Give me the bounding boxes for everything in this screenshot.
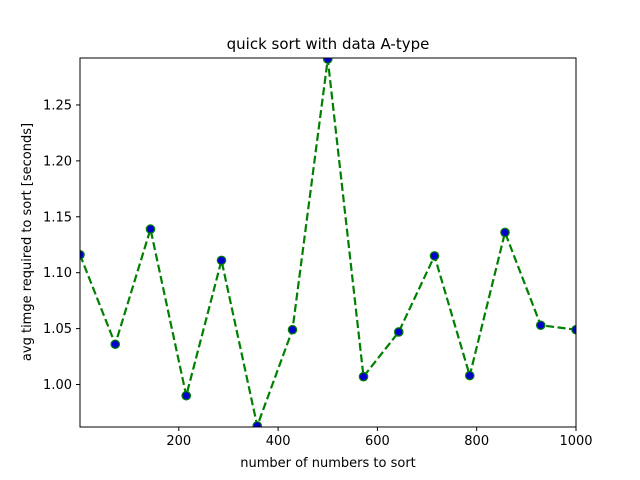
data-point — [464, 370, 475, 381]
y-tick-label: 1.15 — [43, 210, 72, 225]
y-tick-label: 1.20 — [43, 154, 72, 169]
data-point — [145, 224, 156, 234]
y-tick-label: 1.25 — [43, 98, 72, 113]
y-tick-label: 1.00 — [43, 378, 72, 393]
y-tick-label: 1.10 — [43, 266, 72, 281]
chart-title: quick sort with data A-type — [227, 35, 430, 53]
y-axis: 1.00 1.05 1.10 1.15 1.20 1.25 — [43, 98, 80, 393]
data-point — [429, 251, 440, 261]
data-point — [322, 58, 333, 64]
x-axis-label: number of numbers to sort — [240, 456, 416, 471]
data-point — [535, 320, 546, 331]
data-point — [252, 421, 263, 427]
data-point — [181, 390, 192, 401]
x-tick-label: 200 — [166, 434, 191, 449]
y-tick-label: 1.05 — [43, 322, 72, 337]
data-point — [287, 324, 298, 335]
x-tick-label: 400 — [266, 434, 291, 449]
data-point — [393, 327, 404, 337]
series-group — [80, 58, 576, 427]
plot-area — [79, 57, 577, 428]
x-tick-label: 600 — [365, 434, 390, 449]
plot-frame — [79, 57, 577, 428]
x-axis: 200 400 600 800 1000 — [166, 427, 593, 449]
data-point — [216, 255, 227, 266]
x-tick-label: 1000 — [559, 434, 592, 449]
data-point — [500, 227, 510, 238]
data-point — [358, 371, 369, 382]
data-point — [110, 339, 121, 350]
y-axis-label: avg timge required to sort [seconds] — [20, 123, 35, 361]
x-tick-label: 800 — [464, 434, 489, 449]
